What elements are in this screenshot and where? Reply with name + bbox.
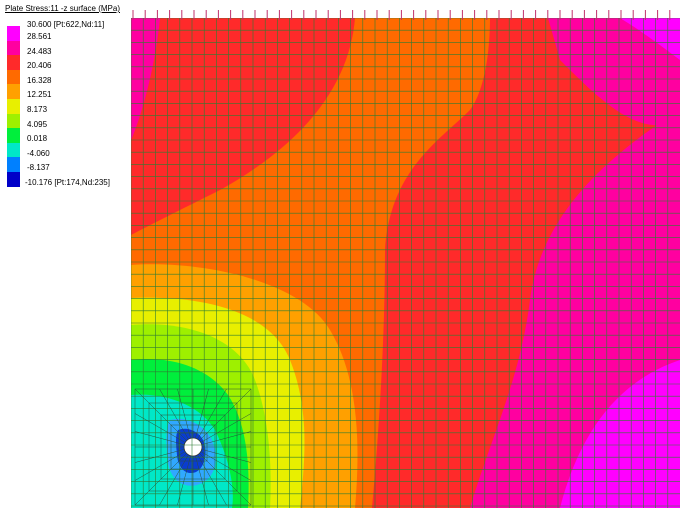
legend-swatch <box>7 84 20 100</box>
legend-title: Plate Stress:11 -z surface (MPa) <box>5 4 120 13</box>
contour-band-magenta <box>560 360 680 508</box>
legend-swatch <box>7 113 20 129</box>
mesh-radial-line <box>201 431 252 445</box>
mesh-radial-line <box>197 454 227 506</box>
legend-swatch <box>7 157 20 173</box>
legend-swatch <box>7 99 20 115</box>
legend-level-label: 28.561 <box>27 32 52 41</box>
legend-level-label: 0.018 <box>27 134 48 144</box>
mesh-radial-line <box>200 451 252 481</box>
legend-swatch <box>7 172 20 188</box>
legend-swatch <box>7 128 20 144</box>
mesh-radial-line <box>159 388 189 440</box>
legend: Plate Stress:11 -z surface (MPa) 30.600 … <box>0 0 128 200</box>
legend-min-label: -10.176 [Pt:174,Nd:235] <box>25 178 110 187</box>
mesh-radial-line <box>197 388 227 440</box>
legend-swatch <box>7 26 20 42</box>
mesh-radial-line <box>159 454 189 506</box>
mesh-radial-line <box>195 455 209 506</box>
mesh-radial-line <box>200 413 252 443</box>
legend-level-label: -4.060 <box>27 148 50 158</box>
stress-contour-field <box>131 18 680 508</box>
mesh-radial-line <box>134 431 185 445</box>
legend-level-label: 12.251 <box>27 90 52 100</box>
legend-level-label: 8.173 <box>27 105 48 114</box>
mesh-radial-line <box>134 413 186 443</box>
mesh-radial-line <box>195 388 209 439</box>
mesh-radial-line <box>177 388 191 439</box>
mesh-radial-line <box>134 453 187 506</box>
contour-band-magenta-top <box>620 18 680 60</box>
legend-level-label: 4.095 <box>27 119 48 129</box>
legend-swatch <box>7 69 20 85</box>
legend-swatch <box>7 40 20 56</box>
legend-level-label: 20.406 <box>27 61 52 71</box>
local-refined-mesh <box>134 388 252 506</box>
legend-level-label: 24.483 <box>27 46 52 56</box>
legend-level-label: -8.137 <box>27 163 50 173</box>
mesh-radial-line <box>134 449 185 463</box>
support-ticks <box>132 10 671 20</box>
contour-band-red-top-left <box>131 18 355 235</box>
legend-swatch <box>7 55 20 71</box>
mesh-radial-line <box>199 453 252 506</box>
mesh-radial-line <box>134 388 187 441</box>
mesh-radial-line <box>177 455 191 506</box>
mesh-radial-line <box>199 388 252 441</box>
legend-max-label: 30.600 [Pt:622,Nd:11] <box>27 20 105 29</box>
legend-swatch <box>7 142 20 158</box>
mesh-grid <box>131 18 680 508</box>
legend-level-label: 16.328 <box>27 75 52 85</box>
mesh-radial-line <box>201 449 252 463</box>
plate-hole <box>183 437 203 457</box>
mesh-radial-line <box>134 451 186 481</box>
